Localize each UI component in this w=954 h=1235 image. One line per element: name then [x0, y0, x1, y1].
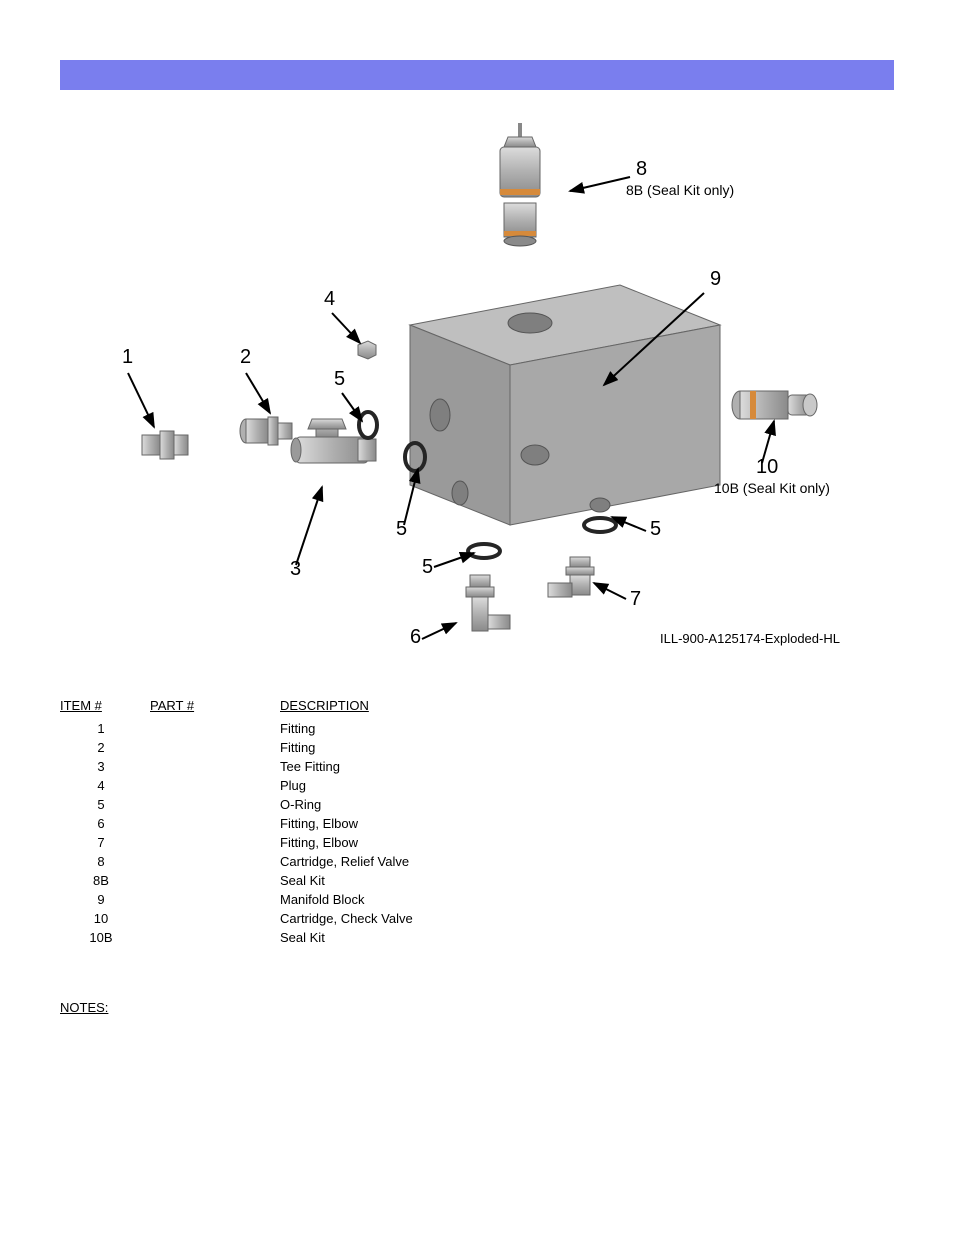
callout-number: 2 [240, 346, 251, 368]
table-cell: 4 [60, 776, 150, 795]
part-fitting-2 [240, 417, 292, 445]
table-cell [150, 795, 280, 814]
table-cell: Seal Kit [280, 928, 680, 947]
table-cell [150, 890, 280, 909]
part-elbow-7 [548, 557, 594, 597]
table-cell: 3 [60, 757, 150, 776]
table-cell: 8B [60, 871, 150, 890]
callout-number: 6 [410, 626, 421, 648]
table-cell: O-Ring [280, 795, 680, 814]
table-cell [150, 833, 280, 852]
callout-arrow [332, 313, 360, 343]
callout-arrow [422, 623, 456, 639]
part-fitting-1 [142, 431, 188, 459]
callout-arrow [342, 393, 362, 421]
table-cell: 6 [60, 814, 150, 833]
table-cell: 8 [60, 852, 150, 871]
table-cell [150, 928, 280, 947]
table-cell: 5 [60, 795, 150, 814]
table-cell: Fitting, Elbow [280, 814, 680, 833]
notes-header: NOTES: [60, 1000, 894, 1015]
table-cell: Seal Kit [280, 871, 680, 890]
callout-number: 1 [122, 346, 133, 368]
notes-section: NOTES: [60, 1000, 894, 1019]
callout-number: 5 [334, 368, 345, 390]
table-row: 6 Fitting, Elbow [60, 814, 680, 833]
table-row: 10 Cartridge, Check Valve [60, 909, 680, 928]
callout-arrow [296, 487, 322, 565]
callout-arrow [128, 373, 154, 427]
table-cell: Cartridge, Check Valve [280, 909, 680, 928]
table-cell: 7 [60, 833, 150, 852]
table-cell: 2 [60, 738, 150, 757]
callout-arrow [434, 553, 474, 567]
callout-number: 8 [636, 158, 647, 180]
part-tee-fitting [291, 419, 376, 463]
table-cell: 1 [60, 719, 150, 738]
callout-arrow [570, 177, 630, 191]
table-cell: Manifold Block [280, 890, 680, 909]
table-cell: Fitting [280, 719, 680, 738]
table-cell [150, 814, 280, 833]
table-cell [150, 719, 280, 738]
table-cell: Fitting, Elbow [280, 833, 680, 852]
callout-number: 5 [422, 556, 433, 578]
table-cell [150, 738, 280, 757]
callout-number: 9 [710, 268, 721, 290]
table-cell [150, 871, 280, 890]
table-cell [150, 757, 280, 776]
parts-table: ITEM # PART # DESCRIPTION 1 Fitting 2 Fitti… [60, 695, 894, 947]
part-elbow-6 [466, 575, 510, 631]
header-bar [60, 60, 894, 90]
callout-number: 4 [324, 288, 335, 310]
table-row: 8 Cartridge, Relief Valve [60, 852, 680, 871]
callout-arrow [594, 583, 626, 599]
table-row: 2 Fitting [60, 738, 680, 757]
callout-number: 5 [396, 518, 407, 540]
table-cell: Fitting [280, 738, 680, 757]
callout-number: 10 [756, 456, 778, 478]
callout-number: 3 [290, 558, 301, 580]
callout-arrow [246, 373, 270, 413]
table-cell [150, 776, 280, 795]
table-cell [150, 852, 280, 871]
exploded-diagram: 123455556788B (Seal Kit only)91010B (Sea… [60, 95, 894, 655]
table-row: 5 O-Ring [60, 795, 680, 814]
table-row: 9 Manifold Block [60, 890, 680, 909]
callout-number: 7 [630, 588, 641, 610]
part-relief-cartridge [500, 123, 540, 246]
table-cell: 9 [60, 890, 150, 909]
callout-subtext: 10B (Seal Kit only) [714, 480, 830, 496]
illustration-ref: ILL-900-A125174-Exploded-HL [660, 631, 840, 646]
col-header-part: PART # [150, 695, 280, 719]
callout-number: 5 [650, 518, 661, 540]
table-cell: Plug [280, 776, 680, 795]
table-cell: 10B [60, 928, 150, 947]
table-row: 4 Plug [60, 776, 680, 795]
col-header-desc: DESCRIPTION [280, 695, 680, 719]
table-cell: 10 [60, 909, 150, 928]
table-row: 10B Seal Kit [60, 928, 680, 947]
table-cell: Cartridge, Relief Valve [280, 852, 680, 871]
table-cell: Tee Fitting [280, 757, 680, 776]
part-check-cartridge [732, 391, 817, 419]
table-row: 7 Fitting, Elbow [60, 833, 680, 852]
callout-subtext: 8B (Seal Kit only) [626, 182, 734, 198]
col-header-item: ITEM # [60, 695, 150, 719]
part-plug [358, 341, 376, 359]
table-cell [150, 909, 280, 928]
table-row: 3 Tee Fitting [60, 757, 680, 776]
table-row: 8B Seal Kit [60, 871, 680, 890]
table-row: 1 Fitting [60, 719, 680, 738]
